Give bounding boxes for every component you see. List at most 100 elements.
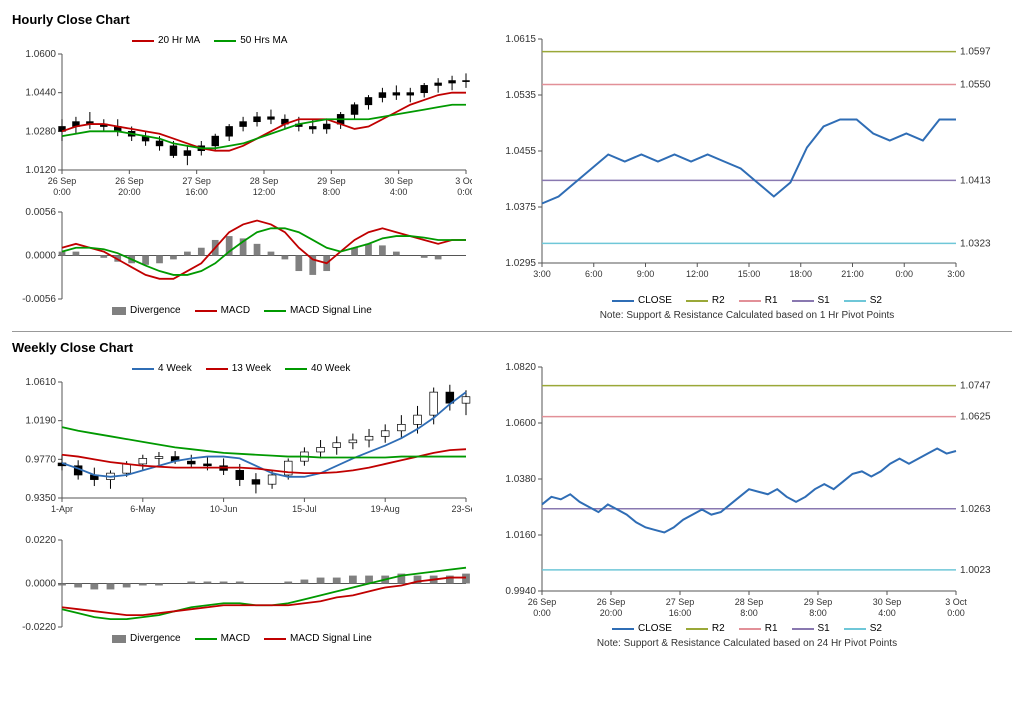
svg-text:21:00: 21:00 bbox=[841, 269, 864, 279]
weekly-sr-chart: 0.99401.01601.03801.06001.08201.07471.06… bbox=[492, 361, 1002, 621]
svg-text:6-May: 6-May bbox=[130, 504, 156, 514]
svg-text:0.0056: 0.0056 bbox=[25, 208, 56, 218]
hourly-section: Hourly Close Chart 20 Hr MA50 Hrs MA 1.0… bbox=[12, 12, 1012, 321]
hourly-sr-note: Note: Support & Resistance Calculated ba… bbox=[492, 310, 1002, 321]
svg-text:1.0440: 1.0440 bbox=[25, 88, 56, 99]
svg-text:26 Sep: 26 Sep bbox=[597, 597, 626, 607]
svg-text:1.0023: 1.0023 bbox=[960, 565, 991, 576]
svg-text:1.0160: 1.0160 bbox=[505, 530, 536, 541]
svg-text:1.0120: 1.0120 bbox=[25, 165, 56, 176]
legend-item: Divergence bbox=[112, 305, 181, 316]
hourly-sr-legend: CLOSE R2 R1 S1 S2 bbox=[492, 295, 1002, 306]
legend-item: CLOSE bbox=[612, 623, 672, 634]
svg-text:-0.0056: -0.0056 bbox=[22, 294, 56, 303]
legend-item: R2 bbox=[686, 623, 725, 634]
hourly-sr-chart: 1.0295 1.0375 1.0455 1.0535 1.0615 1.0597 1.05… bbox=[492, 33, 1002, 293]
svg-text:0:00: 0:00 bbox=[53, 187, 71, 197]
svg-text:12:00: 12:00 bbox=[686, 269, 709, 279]
weekly-section: Weekly Close Chart 4 Week13 Week40 Week … bbox=[12, 340, 1012, 649]
svg-text:26 Sep: 26 Sep bbox=[48, 176, 77, 186]
legend-item: R2 bbox=[686, 295, 725, 306]
svg-text:0:00: 0:00 bbox=[533, 608, 551, 618]
legend-item: MACD bbox=[195, 633, 250, 644]
svg-text:8:00: 8:00 bbox=[740, 608, 758, 618]
svg-text:1.0820: 1.0820 bbox=[505, 362, 536, 373]
legend-item: CLOSE bbox=[612, 295, 672, 306]
svg-text:1.0600: 1.0600 bbox=[25, 50, 56, 60]
svg-text:1.0295: 1.0295 bbox=[505, 258, 536, 269]
svg-text:27 Sep: 27 Sep bbox=[182, 176, 211, 186]
legend-item: S1 bbox=[792, 623, 830, 634]
svg-text:1.0600: 1.0600 bbox=[505, 418, 536, 429]
svg-text:0.9770: 0.9770 bbox=[25, 454, 56, 465]
svg-text:1.0375: 1.0375 bbox=[505, 202, 536, 213]
svg-text:15-Jul: 15-Jul bbox=[292, 504, 317, 514]
svg-text:4:00: 4:00 bbox=[878, 608, 896, 618]
svg-text:29 Sep: 29 Sep bbox=[317, 176, 346, 186]
legend-item: 40 Week bbox=[285, 363, 350, 374]
svg-text:30 Sep: 30 Sep bbox=[873, 597, 902, 607]
svg-text:1.0615: 1.0615 bbox=[505, 34, 536, 45]
legend-item: MACD Signal Line bbox=[264, 633, 372, 644]
svg-text:1.0610: 1.0610 bbox=[25, 378, 56, 388]
svg-text:1.0323: 1.0323 bbox=[960, 238, 991, 249]
svg-text:1.0597: 1.0597 bbox=[960, 47, 991, 58]
weekly-sr-note: Note: Support & Resistance Calculated ba… bbox=[492, 638, 1002, 649]
svg-text:1.0455: 1.0455 bbox=[505, 146, 536, 157]
svg-text:12:00: 12:00 bbox=[253, 187, 276, 197]
svg-text:6:00: 6:00 bbox=[585, 269, 603, 279]
svg-text:3 Oct: 3 Oct bbox=[455, 176, 472, 186]
svg-text:0.9350: 0.9350 bbox=[25, 493, 56, 504]
legend-item: R1 bbox=[739, 295, 778, 306]
svg-text:1.0625: 1.0625 bbox=[960, 412, 991, 423]
svg-text:1.0380: 1.0380 bbox=[505, 474, 536, 485]
legend-item: MACD bbox=[195, 305, 250, 316]
svg-text:3:00: 3:00 bbox=[947, 269, 965, 279]
svg-text:1.0535: 1.0535 bbox=[505, 90, 536, 101]
weekly-price-chart: 0.93500.97701.01901.06101-Apr6-May10-Jun… bbox=[12, 378, 472, 528]
svg-text:18:00: 18:00 bbox=[789, 269, 812, 279]
svg-text:15:00: 15:00 bbox=[738, 269, 761, 279]
legend-item: 50 Hrs MA bbox=[214, 35, 287, 46]
legend-item: 4 Week bbox=[132, 363, 192, 374]
svg-text:29 Sep: 29 Sep bbox=[804, 597, 833, 607]
hourly-macd-legend: Divergence MACD MACD Signal Line bbox=[12, 305, 472, 316]
weekly-macd-chart: -0.0220 0.0000 0.0220 bbox=[12, 536, 472, 631]
svg-text:0:00: 0:00 bbox=[457, 187, 472, 197]
svg-text:23-Sep: 23-Sep bbox=[451, 504, 472, 514]
svg-text:1.0747: 1.0747 bbox=[960, 381, 991, 392]
svg-text:0.0000: 0.0000 bbox=[25, 579, 56, 590]
hourly-macd-chart: -0.0056 0.0000 0.0056 bbox=[12, 208, 472, 303]
svg-text:-0.0220: -0.0220 bbox=[22, 622, 56, 631]
legend-item: S1 bbox=[792, 295, 830, 306]
svg-text:1.0550: 1.0550 bbox=[960, 80, 991, 91]
legend-item: 13 Week bbox=[206, 363, 271, 374]
svg-text:26 Sep: 26 Sep bbox=[528, 597, 557, 607]
svg-text:27 Sep: 27 Sep bbox=[666, 597, 695, 607]
svg-text:1.0263: 1.0263 bbox=[960, 504, 991, 515]
hourly-top-legend: 20 Hr MA 50 Hrs MA bbox=[12, 35, 472, 46]
svg-text:0:00: 0:00 bbox=[947, 608, 965, 618]
section-divider bbox=[12, 331, 1012, 332]
legend-item: 20 Hr MA bbox=[132, 35, 200, 46]
svg-text:1.0413: 1.0413 bbox=[960, 175, 991, 186]
weekly-sr-legend: CLOSER2R1S1S2 bbox=[492, 623, 1002, 634]
svg-text:16:00: 16:00 bbox=[185, 187, 208, 197]
svg-text:1.0190: 1.0190 bbox=[25, 416, 56, 427]
svg-text:20:00: 20:00 bbox=[600, 608, 623, 618]
legend-item: R1 bbox=[739, 623, 778, 634]
svg-text:0:00: 0:00 bbox=[895, 269, 913, 279]
svg-text:0.0000: 0.0000 bbox=[25, 251, 56, 262]
weekly-title: Weekly Close Chart bbox=[12, 340, 1012, 355]
svg-text:28 Sep: 28 Sep bbox=[735, 597, 764, 607]
weekly-top-legend: 4 Week 13 Week 40 Week bbox=[12, 363, 472, 374]
legend-item: Divergence bbox=[112, 633, 181, 644]
weekly-macd-legend: Divergence MACD MACD Signal Line bbox=[12, 633, 472, 644]
legend-item: S2 bbox=[844, 295, 882, 306]
page: Hourly Close Chart 20 Hr MA50 Hrs MA 1.0… bbox=[0, 0, 1024, 667]
svg-text:1-Apr: 1-Apr bbox=[51, 504, 73, 514]
hourly-price-chart: 1.01201.02801.04401.060026 Sep0:0026 Sep… bbox=[12, 50, 472, 200]
legend-item: MACD Signal Line bbox=[264, 305, 372, 316]
svg-text:1.0280: 1.0280 bbox=[25, 126, 56, 137]
svg-text:0.0220: 0.0220 bbox=[25, 536, 56, 546]
